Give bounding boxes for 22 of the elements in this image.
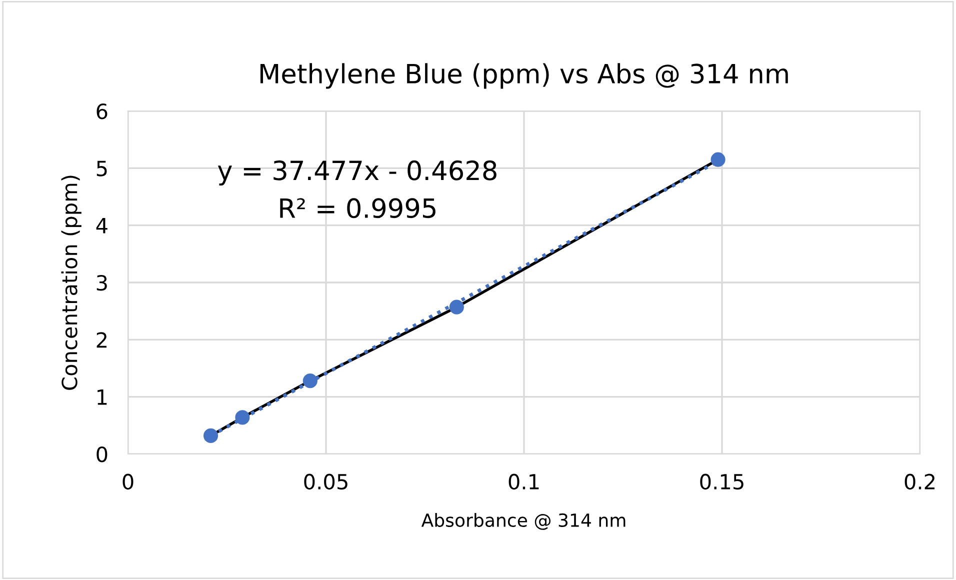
x-tick-label: 0.15 (700, 474, 744, 490)
x-tick-label: 0 (122, 474, 134, 490)
y-axis-title: Concentration (ppm) (61, 176, 82, 390)
point (235, 410, 250, 425)
chart-title: Methylene Blue (ppm) vs Abs @ 314 nm (260, 63, 788, 89)
y-tick-label: 4 (96, 218, 108, 234)
point (710, 152, 726, 167)
y-tick-label: 2 (96, 332, 106, 348)
point (203, 428, 218, 443)
y-tick-label: 1 (98, 390, 107, 405)
x-tick-label: 0.05 (304, 474, 348, 490)
y-tick-label: 0 (96, 446, 108, 462)
point (302, 374, 318, 388)
annotation: R² = 0.9995 (280, 198, 436, 218)
point (449, 300, 464, 314)
y-tick-label: 5 (96, 160, 107, 176)
x-tick-label: 0.2 (904, 474, 934, 490)
y-tick-label: 3 (96, 274, 107, 291)
x-axis-title: Absorbance @ 314 nm (421, 513, 626, 530)
x-tick-label: 0.1 (508, 474, 539, 490)
annotation: y = 37.477x - 0.4628 (218, 160, 496, 186)
y-tick-label: 6 (96, 103, 108, 120)
